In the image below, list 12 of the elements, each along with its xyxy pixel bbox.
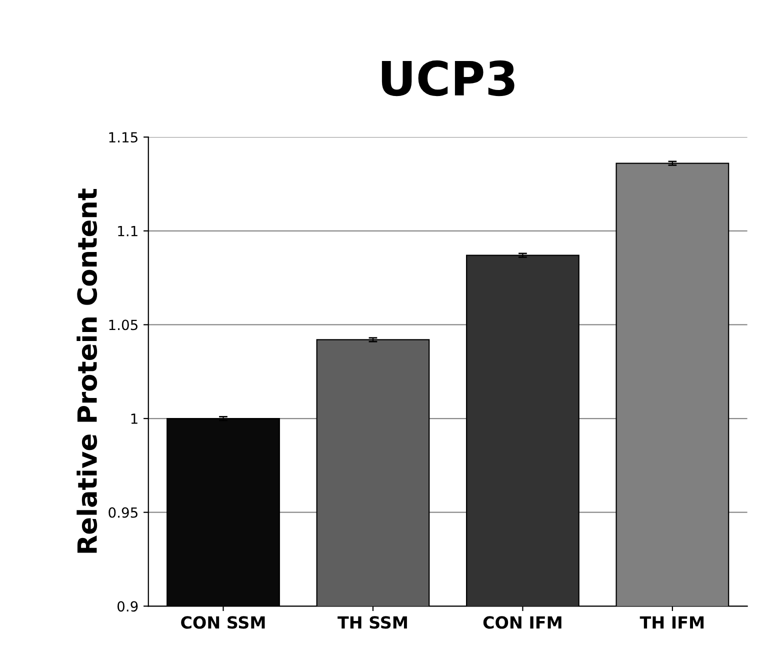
y-tick-label: 1.05 xyxy=(109,320,138,330)
y-tick-label: 0.9 xyxy=(118,601,138,612)
y-tick-label: 1.1 xyxy=(118,226,138,236)
x-tick-label: TH IFM xyxy=(640,616,704,629)
x-tick-label: CON IFM xyxy=(483,616,562,629)
y-tick-label: 0.95 xyxy=(108,507,138,518)
y-axis-title: Relative Protein Content xyxy=(76,188,98,553)
chart-title: UCP3 xyxy=(382,60,514,96)
x-tick-label: CON SSM xyxy=(181,616,265,629)
x-tick-label: TH SSM xyxy=(338,616,407,629)
y-tick-label: 1.15 xyxy=(109,132,138,143)
y-tick-label: 1 xyxy=(131,414,138,424)
